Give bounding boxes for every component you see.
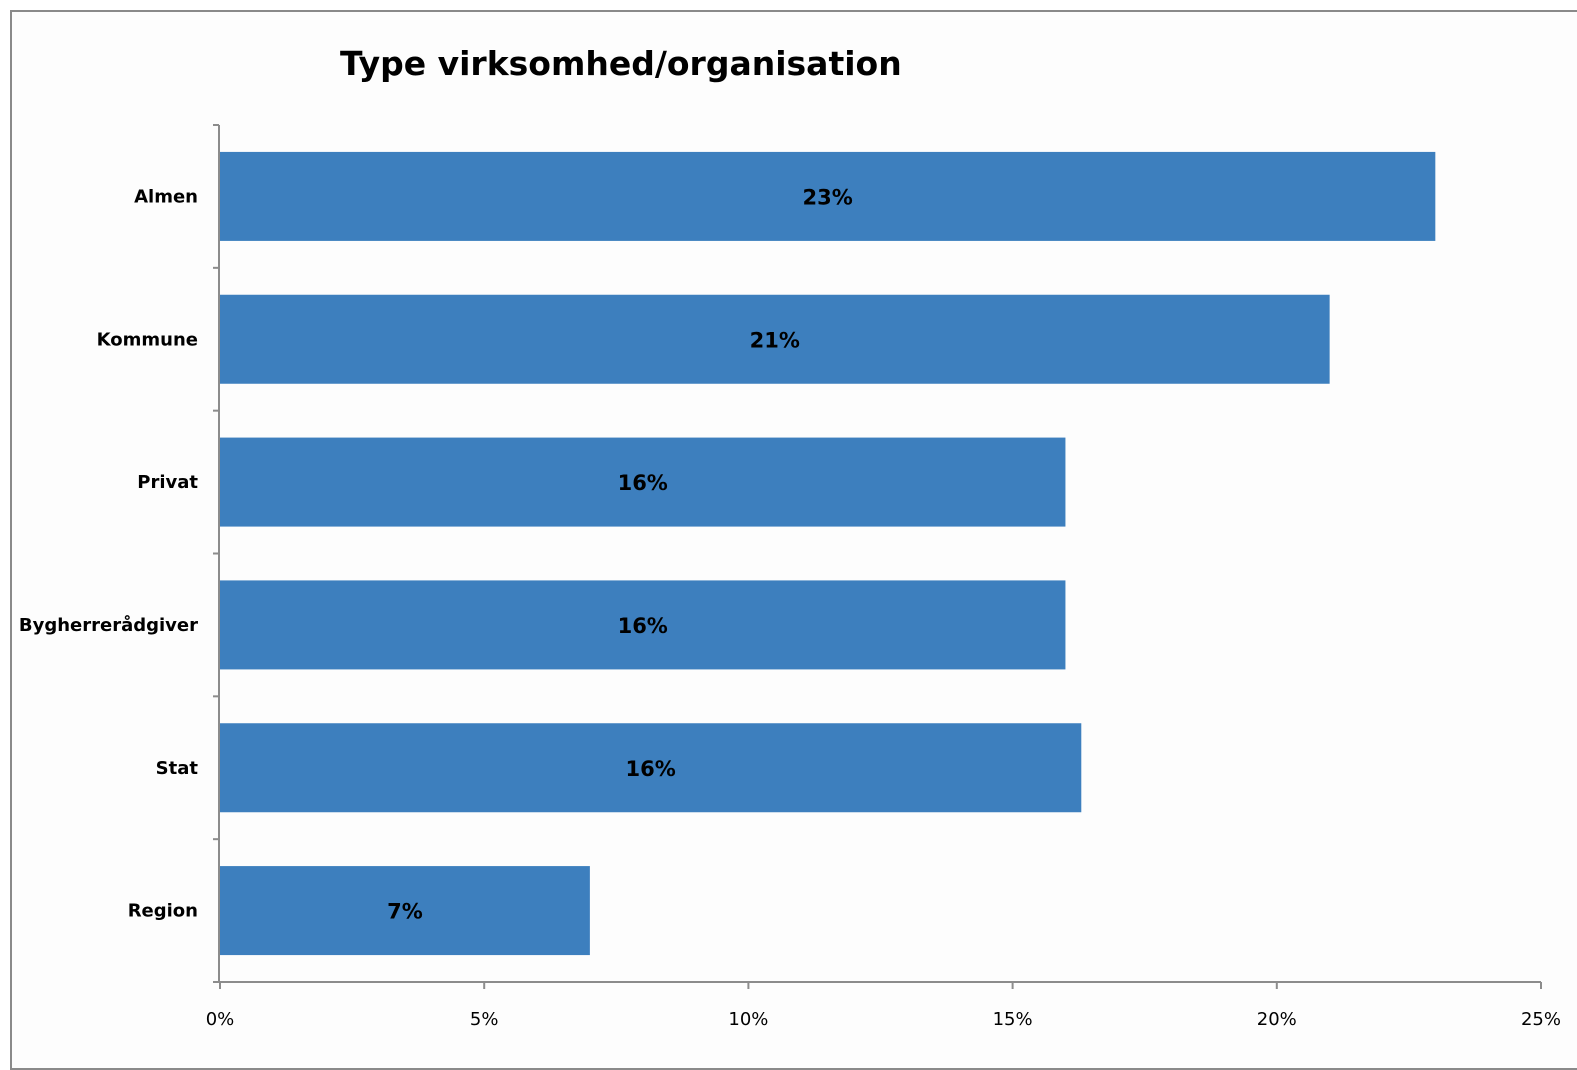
- bar-kommune: [220, 294, 1330, 384]
- x-tick-label: 25%: [1521, 1009, 1561, 1030]
- x-tick-label: 10%: [728, 1009, 768, 1030]
- bar-privat: [220, 437, 1066, 527]
- data-label-almen: 23%: [803, 185, 853, 209]
- bar-bygherrerådgiver: [220, 580, 1066, 670]
- category-label-bygherrerådgiver: Bygherrerådgiver: [19, 614, 198, 636]
- bar-stat: [220, 723, 1082, 813]
- x-tick-label: 0%: [206, 1009, 235, 1030]
- category-label-region: Region: [128, 901, 198, 922]
- category-label-stat: Stat: [156, 758, 199, 779]
- bar-almen: [220, 151, 1436, 241]
- data-label-stat: 16%: [626, 757, 676, 781]
- data-label-bygherrerådgiver: 16%: [618, 614, 668, 638]
- x-tick-label: 5%: [470, 1009, 499, 1030]
- bar-chart: 23% Almen 21% Kommune 16% Privat 16% Bygherrerå…: [19, 124, 1561, 1030]
- x-tick-label: 20%: [1257, 1009, 1297, 1030]
- category-label-kommune: Kommune: [97, 329, 198, 350]
- data-label-region: 7%: [387, 900, 423, 924]
- x-tick-label: 15%: [993, 1009, 1033, 1030]
- data-label-kommune: 21%: [750, 328, 800, 352]
- category-label-privat: Privat: [137, 472, 198, 493]
- bar-region: [220, 866, 590, 956]
- chart-title: Type virksomhed/organisation: [340, 44, 902, 83]
- data-label-privat: 16%: [618, 471, 668, 495]
- category-label-almen: Almen: [134, 186, 198, 207]
